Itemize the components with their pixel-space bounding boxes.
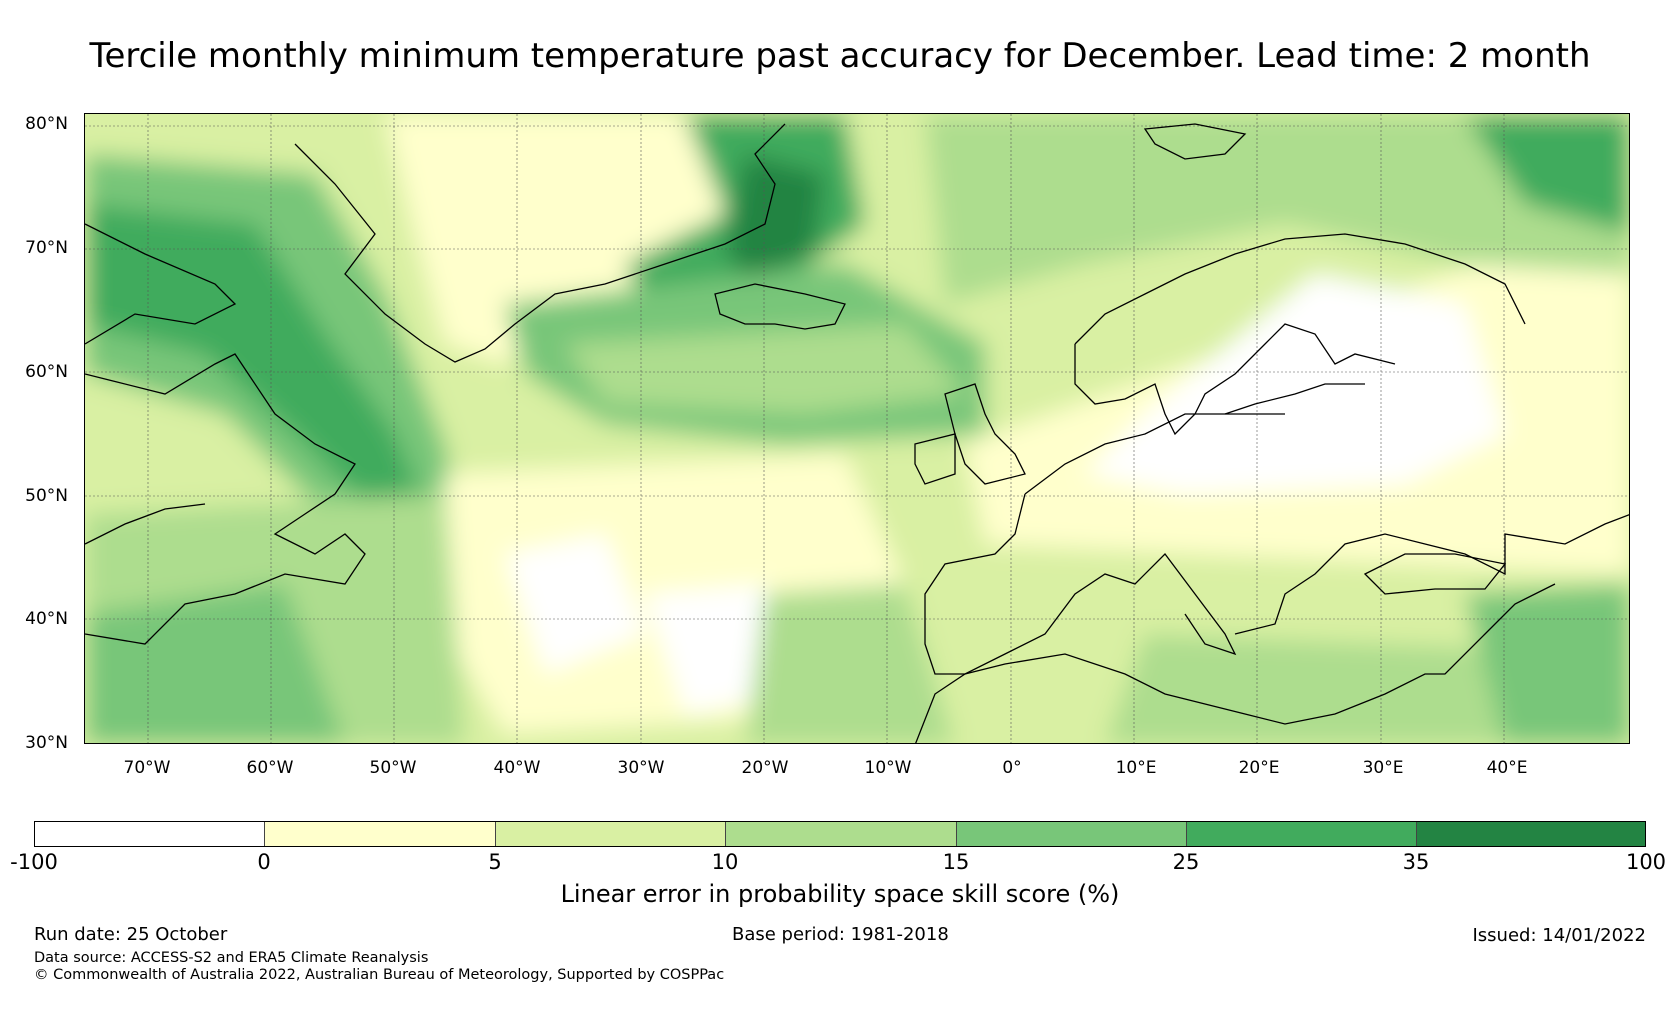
colorbar-tick: 100 xyxy=(1625,850,1667,874)
skill-shading xyxy=(85,114,1629,743)
colorbar-segment xyxy=(726,822,957,846)
colorbar-segment xyxy=(265,822,496,846)
colorbar-segment xyxy=(957,822,1187,846)
lon-label-30e: 30°E xyxy=(1362,758,1404,778)
lon-label-40w: 40°W xyxy=(493,758,541,778)
colorbar-segment xyxy=(35,822,265,846)
lon-label-60w: 60°W xyxy=(246,758,294,778)
lon-label-10w: 10°W xyxy=(864,758,912,778)
coastlines xyxy=(85,123,1629,743)
lat-label-50n: 50°N xyxy=(25,486,68,506)
base-period: Base period: 1981-2018 xyxy=(732,924,949,945)
lon-label-50w: 50°W xyxy=(369,758,417,778)
lat-label-60n: 60°N xyxy=(25,362,68,382)
lat-label-30n: 30°N xyxy=(25,733,68,753)
lat-label-70n: 70°N xyxy=(25,238,68,258)
colorbar-tick: 5 xyxy=(488,850,502,874)
lat-label-80n: 80°N xyxy=(25,114,68,134)
lon-label-40e: 40°E xyxy=(1486,758,1528,778)
lon-label-20e: 20°E xyxy=(1238,758,1280,778)
colorbar-tick: 15 xyxy=(942,850,970,874)
colorbar xyxy=(34,821,1646,847)
colorbar-segment xyxy=(1187,822,1417,846)
colorbar-tick: 25 xyxy=(1172,850,1200,874)
colorbar-tick: 10 xyxy=(711,850,739,874)
colorbar-tick: 0 xyxy=(257,850,271,874)
copyright: © Commonwealth of Australia 2022, Austra… xyxy=(34,967,725,983)
colorbar-segment xyxy=(496,822,726,846)
colorbar-label: Linear error in probability space skill … xyxy=(560,880,1120,908)
lon-label-30w: 30°W xyxy=(617,758,665,778)
issued-date: Issued: 14/01/2022 xyxy=(1472,925,1646,946)
lon-label-20w: 20°W xyxy=(741,758,789,778)
page-title: Tercile monthly minimum temperature past… xyxy=(89,36,1591,76)
lat-label-40n: 40°N xyxy=(25,609,68,629)
lon-label-70w: 70°W xyxy=(123,758,171,778)
run-date: Run date: 25 October xyxy=(34,924,228,945)
data-source: Data source: ACCESS-S2 and ERA5 Climate … xyxy=(34,950,429,966)
colorbar-tick: 35 xyxy=(1402,850,1430,874)
skill-score-map xyxy=(84,113,1630,744)
lon-label-0: 0° xyxy=(1002,758,1022,778)
lon-label-10e: 10°E xyxy=(1115,758,1157,778)
graticule xyxy=(85,114,1629,743)
colorbar-tick: -100 xyxy=(10,850,58,874)
map-canvas xyxy=(85,114,1629,743)
colorbar-segment xyxy=(1417,822,1645,846)
